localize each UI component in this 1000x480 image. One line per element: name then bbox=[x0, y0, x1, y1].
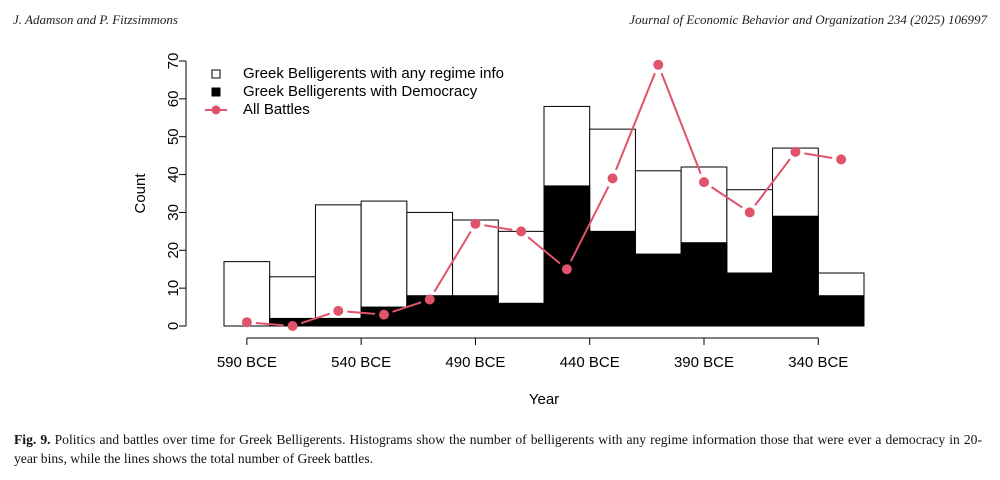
y-tick-label: 40 bbox=[165, 166, 182, 183]
bar-democracy bbox=[497, 302, 545, 327]
histogram-chart: 0 10 20 30 40 50 60 70 590 BCE 540 BCE 490 BCE 440… bbox=[132, 53, 865, 408]
bar-any-regime bbox=[360, 200, 408, 327]
battles-point bbox=[607, 173, 618, 184]
battles-line-group bbox=[241, 59, 847, 331]
battles-point bbox=[699, 177, 709, 188]
battles-point bbox=[470, 218, 481, 229]
battles-point bbox=[790, 146, 801, 157]
battles-point bbox=[333, 305, 344, 316]
legend-swatch-any-regime bbox=[211, 69, 221, 79]
y-axis-label: Count bbox=[132, 173, 149, 214]
x-tick-label: 440 BCE bbox=[560, 354, 620, 371]
bar-democracy bbox=[589, 230, 636, 327]
battles-point bbox=[744, 207, 755, 218]
battles-line-segment bbox=[484, 224, 513, 231]
battles-point bbox=[379, 309, 389, 320]
legend-swatch-battles-point bbox=[211, 105, 221, 115]
bar-democracy bbox=[314, 317, 362, 327]
y-tick-label: 10 bbox=[165, 280, 182, 297]
x-tick-label: 590 BCE bbox=[217, 354, 277, 371]
battles-point bbox=[241, 317, 252, 328]
y-tick-label: 20 bbox=[165, 242, 182, 259]
legend-swatch-democracy bbox=[211, 87, 221, 97]
battles-line-segment bbox=[255, 321, 284, 327]
y-tick-label: 60 bbox=[165, 91, 182, 108]
x-tick-label: 390 BCE bbox=[674, 354, 734, 371]
battles-line-segment bbox=[433, 230, 472, 293]
x-tick-label: 540 BCE bbox=[331, 354, 391, 371]
legend: Greek Belligerents with any regime infoG… bbox=[205, 65, 504, 118]
figure-caption-text: Politics and battles over time for Greek… bbox=[14, 432, 982, 466]
battles-point bbox=[287, 321, 298, 331]
battles-line-segment bbox=[710, 186, 743, 209]
y-tick-label: 0 bbox=[165, 322, 182, 330]
bar-democracy bbox=[452, 295, 499, 327]
bar-any-regime bbox=[269, 276, 316, 327]
legend-label: Greek Belligerents with Democracy bbox=[243, 83, 478, 100]
y-tick-label: 30 bbox=[165, 204, 182, 221]
running-header-journal: Journal of Economic Behavior and Organiz… bbox=[629, 12, 987, 27]
battles-point bbox=[561, 264, 572, 275]
bar-democracy bbox=[772, 215, 819, 327]
battles-line-segment bbox=[754, 158, 791, 206]
battles-line-segment bbox=[660, 72, 702, 175]
battles-point bbox=[836, 154, 847, 165]
bar-democracy bbox=[680, 242, 728, 327]
bar-any-regime bbox=[223, 261, 271, 327]
legend-label: All Battles bbox=[243, 101, 310, 118]
x-axis: 590 BCE 540 BCE 490 BCE 440 BCE 390 BCE 340 B… bbox=[217, 337, 848, 371]
x-tick-label: 490 BCE bbox=[445, 354, 505, 371]
y-tick-label: 50 bbox=[165, 128, 182, 145]
running-header-authors: J. Adamson and P. Fitzsimmons bbox=[13, 12, 178, 27]
battles-line-segment bbox=[347, 310, 376, 315]
battles-line-segment bbox=[392, 301, 422, 313]
y-axis: 0 10 20 30 40 50 60 70 bbox=[165, 53, 187, 330]
battles-line-segment bbox=[300, 312, 331, 325]
legend-label: Greek Belligerents with any regime info bbox=[243, 65, 504, 82]
bar-democracy bbox=[726, 272, 774, 327]
y-tick-label: 70 bbox=[165, 53, 182, 70]
battles-point bbox=[653, 59, 664, 70]
figure-caption: Fig. 9. Politics and battles over time f… bbox=[14, 430, 982, 468]
battles-line-segment bbox=[527, 236, 561, 265]
battles-point bbox=[516, 226, 527, 237]
x-tick-label: 340 BCE bbox=[788, 354, 848, 371]
bar-any-regime bbox=[314, 204, 362, 327]
x-axis-label: Year bbox=[529, 391, 559, 408]
battles-line-segment bbox=[570, 185, 610, 262]
battles-line-segment bbox=[804, 152, 833, 159]
battles-point bbox=[424, 294, 435, 305]
bar-democracy bbox=[817, 295, 865, 327]
figure-caption-label: Fig. 9. bbox=[14, 432, 51, 447]
bar-democracy bbox=[634, 253, 682, 327]
battles-line-segment bbox=[615, 72, 656, 171]
